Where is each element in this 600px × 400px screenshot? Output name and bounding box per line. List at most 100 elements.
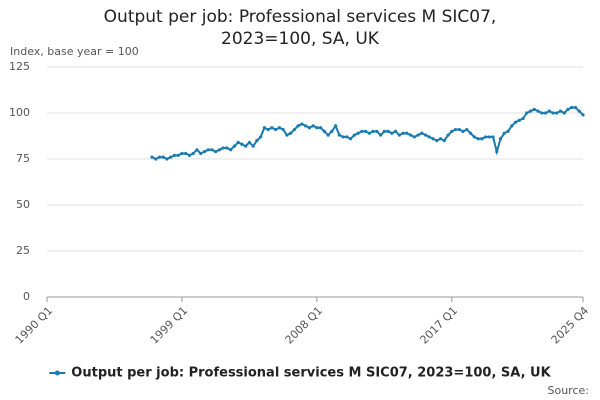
data-point (491, 135, 495, 139)
data-point (521, 116, 525, 121)
data-point (187, 153, 192, 157)
data-point (184, 151, 188, 156)
data-point (259, 135, 263, 139)
y-tick-label: 125 (9, 60, 30, 73)
data-point (420, 131, 424, 135)
data-point (513, 120, 518, 124)
legend-item: Output per job: Professional services M … (49, 366, 552, 381)
x-tick-label: 2008 Q1 (283, 304, 326, 347)
data-point (322, 129, 326, 133)
data-point (210, 148, 214, 152)
y-axis-label: Index, base year = 100 (10, 45, 139, 58)
data-point (356, 131, 360, 135)
data-point (465, 127, 469, 132)
data-point (495, 150, 499, 154)
data-point (154, 157, 158, 161)
data-point (349, 137, 353, 141)
data-point (180, 151, 184, 156)
data-point (221, 146, 225, 150)
y-tick-label: 75 (16, 152, 30, 165)
data-point (296, 124, 300, 128)
x-tick-label: 1999 Q1 (148, 304, 191, 347)
data-point (240, 142, 244, 146)
data-point (543, 111, 548, 115)
data-point (480, 137, 484, 141)
data-point (581, 113, 585, 117)
data-point (393, 129, 398, 133)
data-point (375, 129, 379, 133)
data-point (468, 131, 473, 135)
data-point (251, 144, 255, 148)
data-point (191, 151, 195, 156)
data-point (382, 129, 386, 133)
data-point (378, 133, 383, 137)
data-point (498, 137, 503, 141)
data-point (438, 137, 443, 141)
data-point (390, 131, 394, 135)
data-point (540, 111, 544, 115)
data-point (562, 111, 566, 115)
data-point (165, 157, 169, 161)
data-point (551, 111, 555, 115)
data-point (199, 151, 203, 156)
data-point (386, 129, 390, 133)
data-point (319, 126, 323, 130)
data-point (461, 129, 465, 133)
data-point (555, 111, 559, 115)
data-point (214, 150, 218, 154)
data-point (397, 133, 401, 137)
legend-label: Output per job: Professional services M … (71, 366, 551, 381)
data-point (352, 133, 356, 137)
data-point (517, 118, 521, 122)
data-point (289, 131, 293, 135)
data-point (330, 129, 334, 133)
data-point (172, 153, 177, 157)
data-point (262, 126, 266, 130)
data-point (573, 105, 578, 110)
data-point (502, 131, 506, 135)
data-point (450, 129, 454, 133)
data-point (236, 140, 240, 145)
data-point (371, 129, 375, 133)
data-point (476, 137, 480, 141)
data-point (161, 155, 165, 159)
data-point (277, 126, 281, 130)
data-point (255, 139, 259, 143)
data-point (360, 129, 364, 133)
data-point (169, 155, 173, 159)
data-point (506, 129, 510, 133)
data-point (304, 124, 308, 128)
data-point (431, 137, 435, 141)
data-point (435, 139, 439, 143)
data-point (225, 146, 229, 150)
data-point (341, 135, 345, 139)
data-point (528, 109, 533, 113)
data-point (442, 139, 446, 143)
y-tick-label: 25 (16, 244, 30, 257)
data-point (337, 133, 341, 137)
data-point (483, 135, 488, 139)
source: Source: (548, 384, 590, 397)
data-point (202, 150, 207, 154)
x-tick-label: 2025 Q4 (549, 304, 592, 347)
data-point (577, 109, 581, 113)
data-point (405, 131, 409, 135)
data-point (300, 122, 304, 126)
data-point (281, 127, 285, 132)
data-point (525, 111, 529, 115)
data-point (570, 105, 574, 110)
data-point (364, 129, 368, 133)
data-point (311, 124, 315, 128)
data-point (536, 109, 540, 113)
data-point (334, 124, 338, 128)
data-point (510, 124, 514, 128)
data-point (423, 133, 428, 137)
data-point (274, 127, 278, 132)
x-tick-label: 1990 Q1 (13, 304, 56, 347)
data-point (157, 155, 162, 159)
data-point (266, 127, 270, 132)
data-point (566, 107, 570, 111)
data-point (412, 135, 416, 139)
y-tick-label: 100 (9, 106, 30, 119)
data-point (307, 126, 311, 130)
